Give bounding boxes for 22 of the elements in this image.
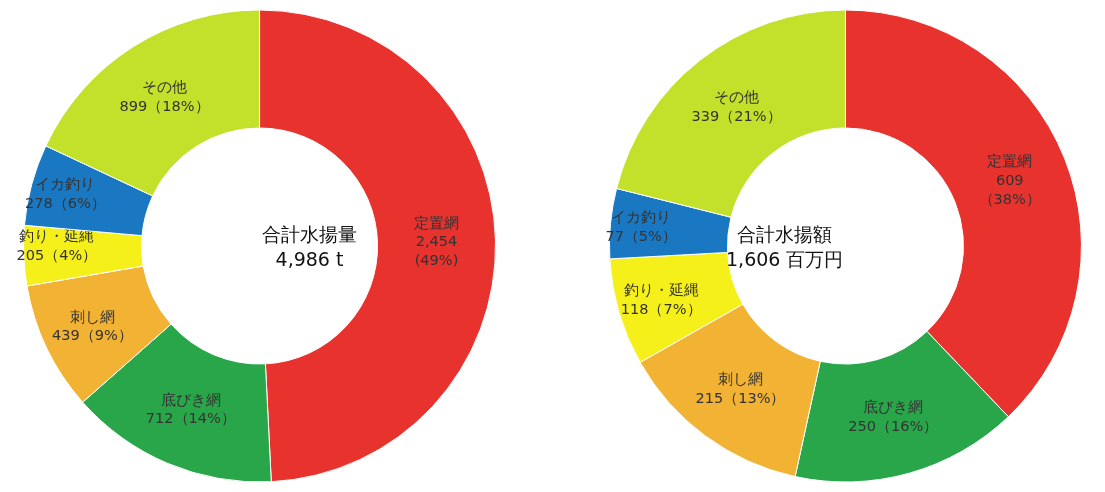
slice-label: 釣り・延縄 [623,282,699,299]
data-label: 250（16%） [848,417,939,434]
slice-label: 底びき網 [160,391,221,408]
slice-label: 定置網 [414,214,459,231]
slice-label: その他 [142,79,188,96]
slice-label: 刺し網 [717,370,763,387]
data-label: 899（18%） [119,97,210,114]
data-label: 439（9%） [51,327,133,344]
data-label: 712（14%） [145,410,236,427]
slice-label: その他 [714,88,760,105]
slice-label: 定置網 [987,153,1033,170]
slice-label: 底びき網 [863,398,924,415]
text: 合計水揚量 4,986 t [262,223,357,270]
text: 合計水揚額 1,606 百万円 [726,223,844,270]
slice-label: イカ釣り [35,176,96,193]
data-label: 118（7%） [620,301,702,318]
slice-label: イカ釣り [611,208,672,225]
data-label: 2,454 (49%) [414,233,459,269]
data-label: 339（21%） [691,107,782,124]
slice-label: 刺し網 [69,308,115,325]
data-label: 215（13%） [695,389,786,406]
data-label: 609 （38%） [978,172,1041,207]
